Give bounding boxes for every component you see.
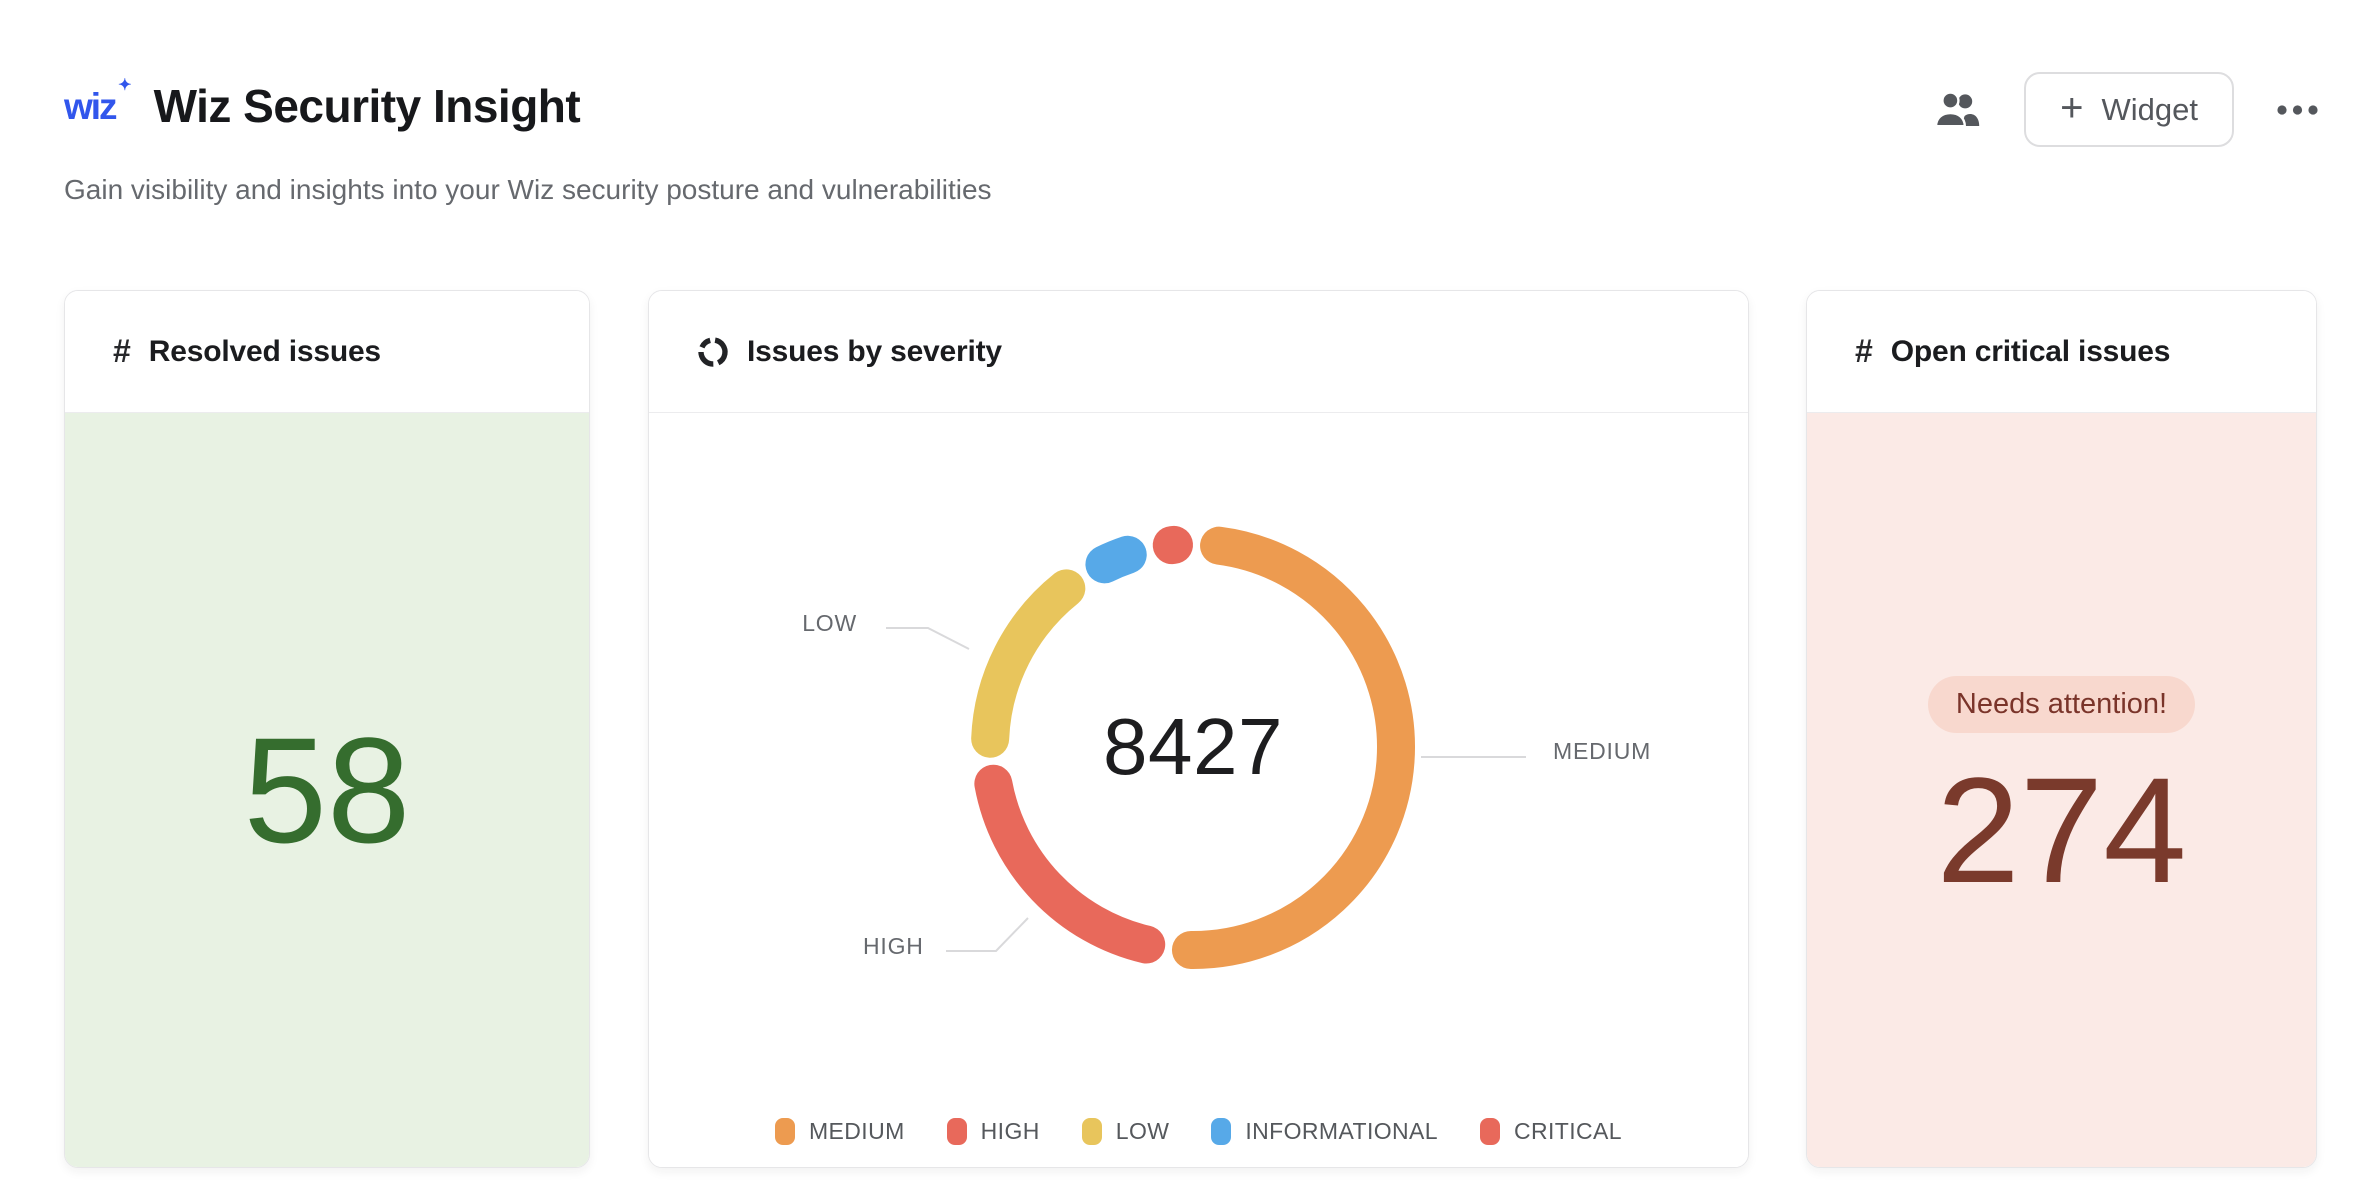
wiz-logo: wiz ✦ <box>64 77 132 127</box>
legend-item-informational[interactable]: INFORMATIONAL <box>1211 1118 1438 1145</box>
legend-swatch-icon <box>1081 1118 1102 1145</box>
issues-by-severity-body: LOW HIGH MEDIUM 8427 MEDIUM HIGH LOW INFORM… <box>649 413 1748 1167</box>
legend-label: CRITICAL <box>1514 1118 1622 1144</box>
resolved-issues-widget: # Resolved issues 58 <box>64 290 590 1168</box>
issues-by-severity-title: Issues by severity <box>747 334 1002 368</box>
legend-label: LOW <box>1115 1118 1170 1144</box>
legend-swatch-icon <box>946 1118 967 1145</box>
page-title: Wiz Security Insight <box>153 80 581 132</box>
donut-segment-low[interactable] <box>971 569 1086 758</box>
open-critical-issues-title: Open critical issues <box>1890 334 2171 368</box>
people-icon <box>1934 90 1980 127</box>
resolved-issues-body: 58 <box>65 413 589 1167</box>
add-widget-button[interactable]: + Widget <box>2024 72 2234 147</box>
more-options-button[interactable] <box>2276 104 2320 116</box>
issues-by-severity-header[interactable]: Issues by severity <box>649 291 1748 413</box>
resolved-issues-count: 58 <box>243 706 411 874</box>
legend-item-critical[interactable]: CRITICAL <box>1480 1118 1622 1145</box>
page-subtitle: Gain visibility and insights into your W… <box>64 174 992 205</box>
needs-attention-badge: Needs attention! <box>1927 675 2196 733</box>
donut-segment-medium[interactable] <box>1171 526 1415 969</box>
donut-segment-informational[interactable] <box>1085 535 1147 584</box>
low-callout-label: LOW <box>802 610 857 636</box>
page-header: wiz ✦ Wiz Security Insight <box>64 74 581 138</box>
legend-item-low[interactable]: LOW <box>1081 1118 1170 1145</box>
more-options-icon <box>2277 104 2318 115</box>
number-widget-icon: # <box>113 333 131 369</box>
high-callout-line <box>946 917 1029 952</box>
add-widget-label: Widget <box>2101 91 2198 127</box>
header-actions: + Widget <box>1934 72 2320 147</box>
legend-item-high[interactable]: HIGH <box>946 1118 1040 1145</box>
open-critical-issues-body: Needs attention! 274 <box>1807 413 2316 1167</box>
legend-swatch-icon <box>1211 1118 1232 1145</box>
legend-swatch-icon <box>1480 1118 1500 1145</box>
sparkle-icon: ✦ <box>118 76 132 94</box>
medium-callout-label: MEDIUM <box>1553 738 1652 764</box>
high-callout-label: HIGH <box>863 933 924 959</box>
resolved-issues-title: Resolved issues <box>148 334 381 368</box>
total-issues-count: 8427 <box>1103 702 1283 791</box>
low-callout-line <box>886 627 970 650</box>
wiz-logo-text: wiz <box>64 85 118 127</box>
severity-legend: MEDIUM HIGH LOW INFORMATIONAL CRITICAL <box>649 1118 1748 1145</box>
severity-donut-chart[interactable] <box>649 413 1748 1083</box>
donut-segment-high[interactable] <box>974 764 1166 964</box>
number-widget-icon: # <box>1855 333 1873 369</box>
legend-swatch-icon <box>775 1118 795 1145</box>
legend-item-medium[interactable]: MEDIUM <box>775 1118 905 1145</box>
issues-by-severity-widget: Issues by severity LOW HIGH MEDIUM 8427 … <box>648 290 1749 1168</box>
legend-label: MEDIUM <box>809 1118 905 1144</box>
open-critical-issues-count: 274 <box>1936 745 2187 914</box>
shared-users-button[interactable] <box>1934 90 1982 129</box>
legend-label: INFORMATIONAL <box>1245 1118 1438 1144</box>
legend-label: HIGH <box>980 1118 1040 1144</box>
donut-chart-icon <box>698 336 728 367</box>
plus-icon: + <box>2060 85 2084 130</box>
resolved-issues-header[interactable]: # Resolved issues <box>65 291 589 413</box>
open-critical-issues-widget: # Open critical issues Needs attention! … <box>1806 290 2317 1168</box>
open-critical-issues-header[interactable]: # Open critical issues <box>1807 291 2316 413</box>
